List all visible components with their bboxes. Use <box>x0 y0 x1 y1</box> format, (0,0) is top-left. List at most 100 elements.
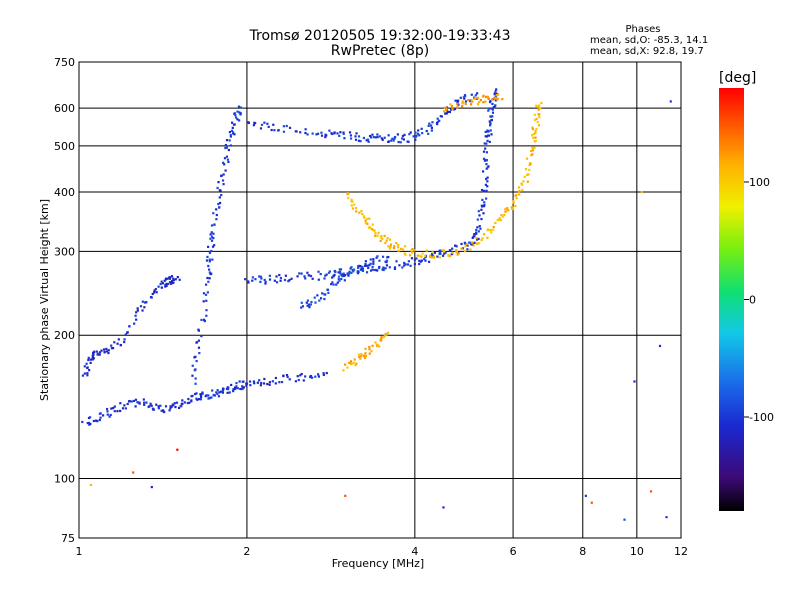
trace-point <box>441 254 445 257</box>
trace-point <box>475 228 478 232</box>
trace-point <box>346 272 350 275</box>
trace-point <box>473 234 476 237</box>
trace-point <box>386 331 390 334</box>
trace-point <box>126 331 129 334</box>
trace-point <box>447 254 450 257</box>
trace-point <box>304 128 307 131</box>
trace-point <box>501 97 504 101</box>
trace-point <box>348 361 351 364</box>
trace-point <box>231 126 234 129</box>
trace-point <box>221 391 225 394</box>
trace-point <box>489 115 492 118</box>
trace-point <box>86 372 89 375</box>
colorbar-tick-label: 0 <box>749 294 756 307</box>
trace-point <box>103 348 106 351</box>
trace-point <box>371 268 374 271</box>
trace-point <box>170 275 174 278</box>
trace-point <box>455 245 458 248</box>
trace-point <box>87 358 90 362</box>
trace-point <box>408 254 412 257</box>
chart-title: Tromsø 20120505 19:32:00-19:33:43 <box>249 28 511 44</box>
trace-point <box>460 242 463 246</box>
trace-point <box>478 214 481 217</box>
trace-point <box>193 369 196 372</box>
trace-point <box>473 241 476 244</box>
trace-point <box>363 354 366 358</box>
trace-point <box>224 143 227 147</box>
trace-point <box>367 266 370 270</box>
y-tick-label: 75 <box>61 532 75 545</box>
trace-point <box>128 325 131 328</box>
trace-point <box>512 201 515 204</box>
trace-point <box>112 406 115 410</box>
trace-point <box>139 305 143 308</box>
trace-point <box>490 107 493 110</box>
trace-point <box>152 408 155 411</box>
trace-point <box>393 135 397 139</box>
trace-point <box>346 193 349 196</box>
trace-point <box>199 398 203 401</box>
trace-point <box>371 265 374 268</box>
trace-point <box>356 270 359 273</box>
trace-point <box>342 272 345 275</box>
trace-point <box>465 242 468 246</box>
trace-point <box>480 217 483 221</box>
trace-point <box>109 413 112 417</box>
trace-point <box>108 415 111 418</box>
trace-point <box>380 137 383 140</box>
trace-point <box>172 281 175 284</box>
trace-point <box>475 242 479 245</box>
trace-point <box>96 420 99 423</box>
trace-point <box>170 405 173 408</box>
trace-point <box>309 303 312 306</box>
trace-point <box>304 131 307 135</box>
trace-point <box>321 292 324 295</box>
trace-point <box>518 189 521 193</box>
trace-point <box>471 100 474 103</box>
trace-point <box>475 232 478 235</box>
trace-point <box>415 257 418 260</box>
trace-point <box>172 278 175 282</box>
trace-point <box>299 131 302 134</box>
trace-point <box>438 119 441 122</box>
trace-point <box>376 344 380 347</box>
trace-point <box>427 260 431 263</box>
trace-point <box>355 210 358 213</box>
trace-point <box>193 356 196 359</box>
trace-point <box>229 135 233 138</box>
trace-point <box>282 125 286 128</box>
trace-point <box>531 149 535 152</box>
trace-point <box>469 248 472 251</box>
trace-point <box>371 133 374 136</box>
trace-point <box>384 267 387 270</box>
isolated-point <box>658 344 662 348</box>
trace-point <box>205 299 208 302</box>
trace-point <box>464 102 467 105</box>
trace-point <box>241 385 244 388</box>
trace-point <box>483 142 486 145</box>
trace-point <box>314 301 317 304</box>
trace-point <box>398 264 401 267</box>
trace-point <box>357 266 360 269</box>
trace-point <box>150 404 153 407</box>
trace-point <box>487 109 490 112</box>
trace-point <box>359 357 362 360</box>
trace-point <box>196 398 199 401</box>
trace-point <box>487 97 490 100</box>
trace-point <box>532 132 536 136</box>
trace-point <box>484 183 487 186</box>
trace-point <box>308 306 311 309</box>
trace-point <box>230 383 233 387</box>
trace-point <box>313 296 316 299</box>
trace-point <box>334 270 337 273</box>
trace-point <box>151 292 154 296</box>
trace-point <box>365 139 368 142</box>
trace-point <box>354 138 358 141</box>
trace-point <box>161 282 165 285</box>
trace-point <box>368 345 371 349</box>
trace-point <box>414 138 417 141</box>
trace-point <box>81 420 84 424</box>
trace-point <box>485 163 488 166</box>
trace-point <box>143 401 146 404</box>
trace-point <box>444 112 447 115</box>
